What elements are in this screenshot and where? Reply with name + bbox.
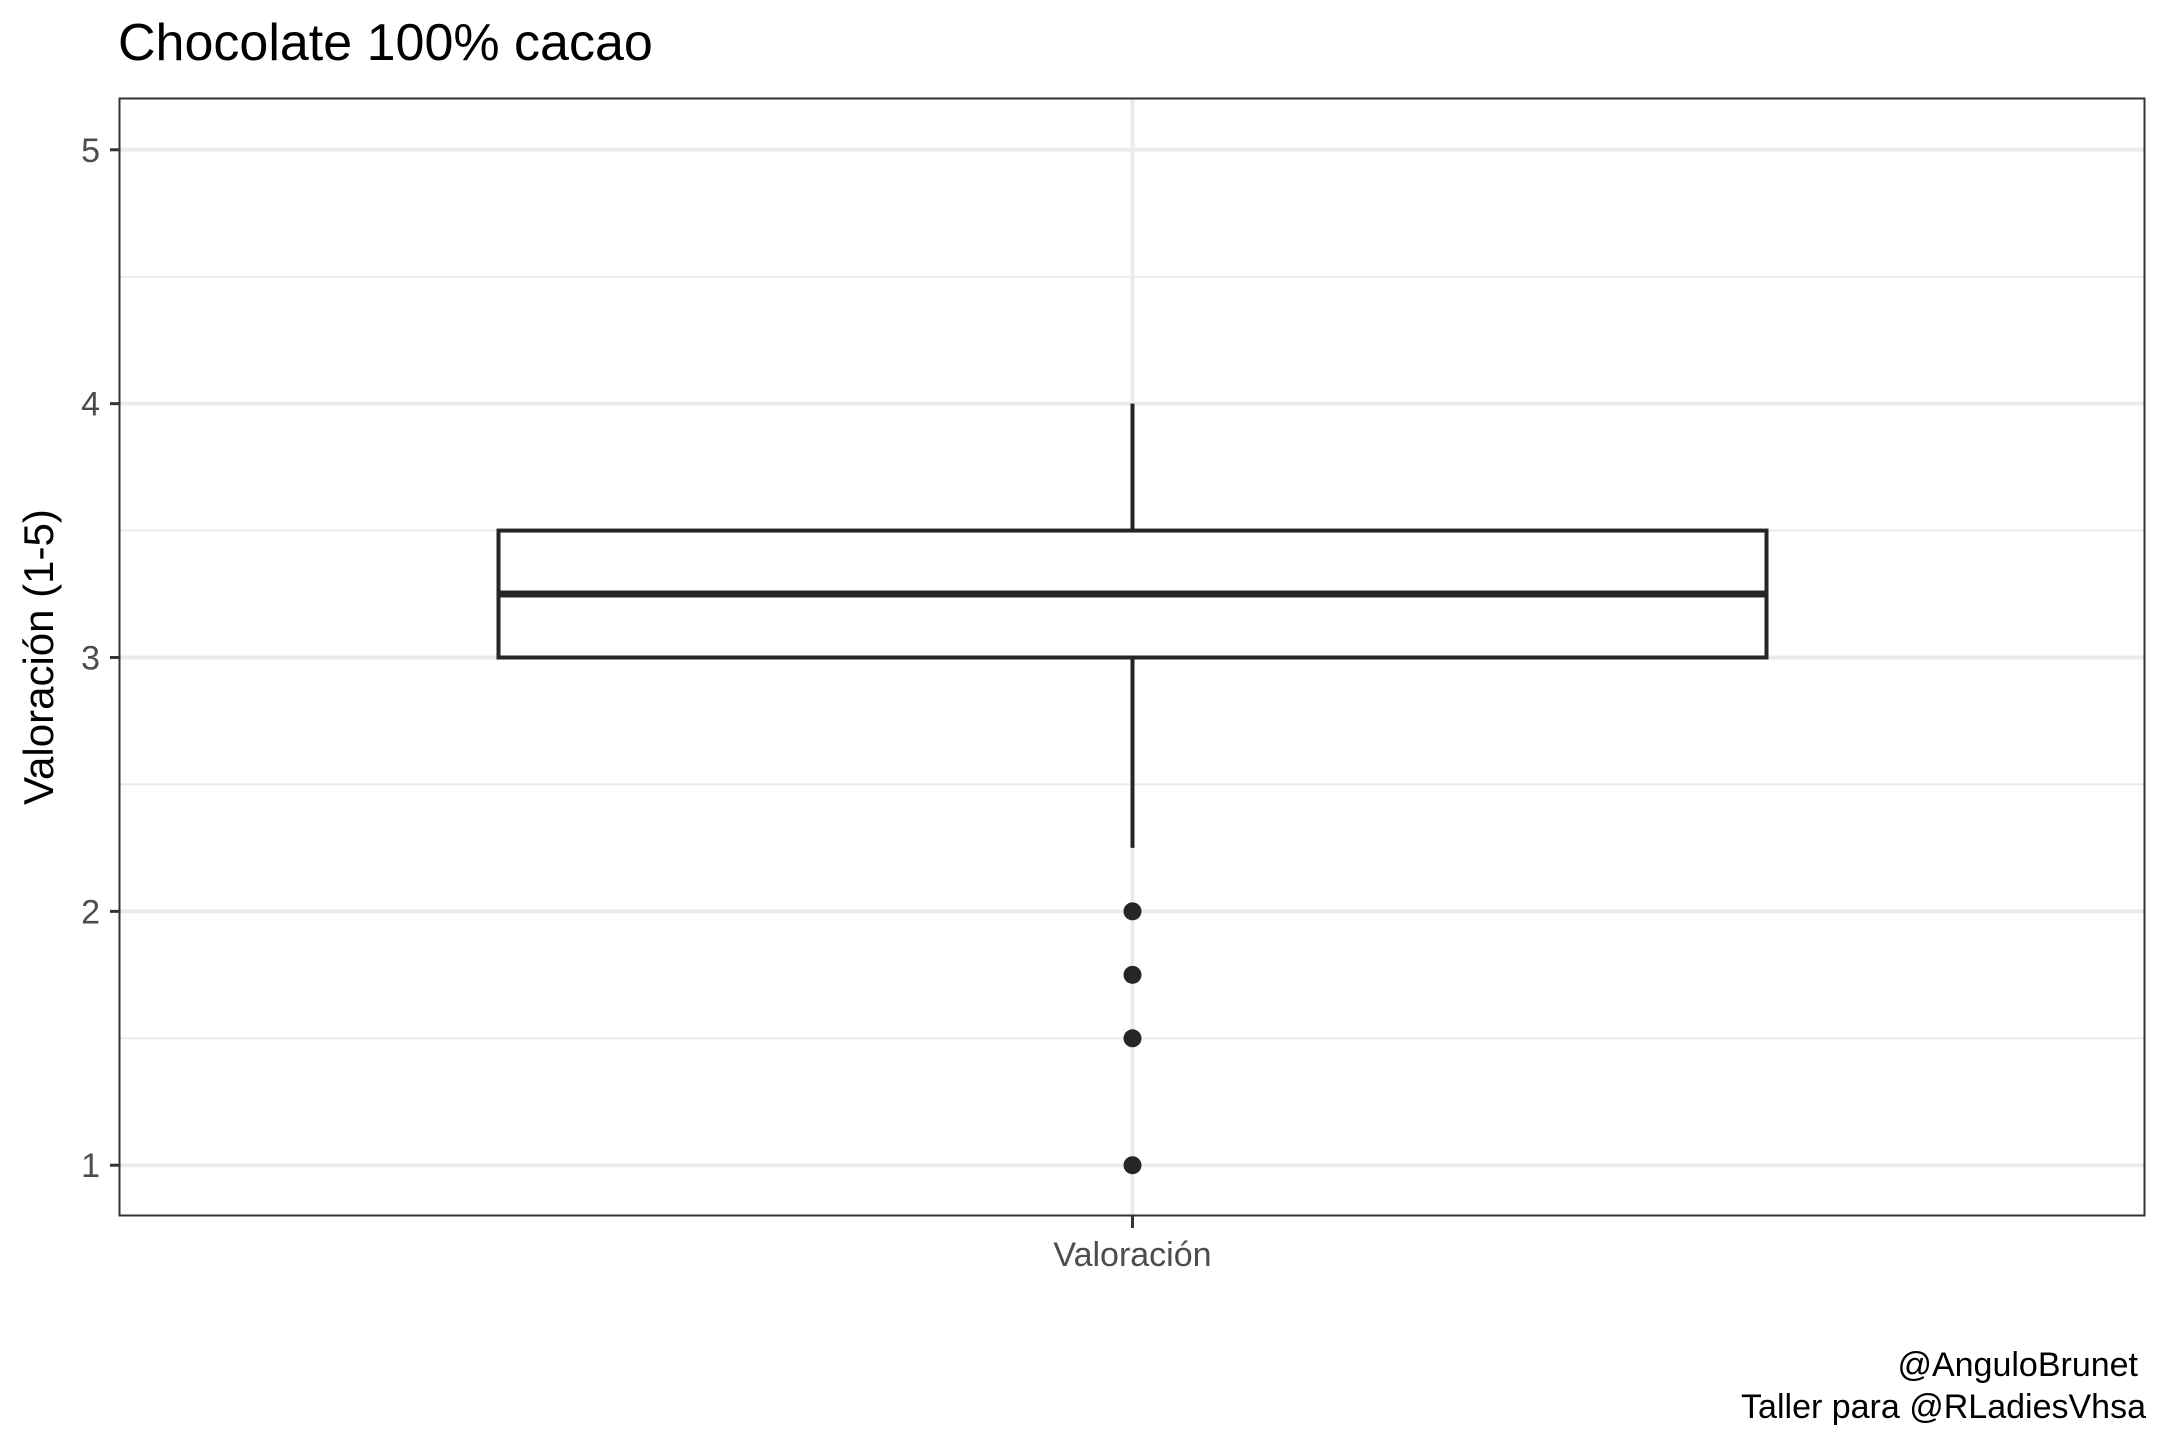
plot-area [496,403,1769,1175]
outlier-point [1123,965,1142,984]
y-tick-label: 4 [81,386,100,424]
caption-line-2: Taller para @RLadiesVhsa [1741,1388,2146,1426]
outlier-point [1123,1029,1142,1048]
caption-line-1: @AnguloBrunet [1897,1346,2138,1384]
y-tick-label: 5 [81,132,100,170]
axes: 1 2 3 4 5 Valoración [81,132,1211,1274]
y-axis-label: Valoración (1-5) [15,509,62,805]
outlier-point [1123,902,1142,921]
y-tick-label: 3 [81,640,100,678]
outlier-point [1123,1156,1142,1175]
chart-title: Chocolate 100% cacao [118,14,653,72]
x-tick-label: Valoración [1053,1236,1211,1274]
y-tick-label: 2 [81,893,100,931]
y-tick-label: 1 [81,1147,100,1185]
